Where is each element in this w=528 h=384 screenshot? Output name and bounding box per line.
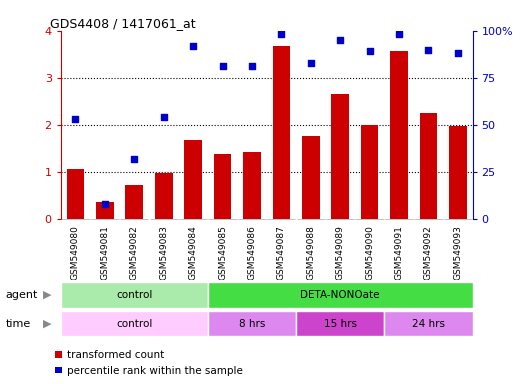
Text: transformed count: transformed count: [67, 350, 164, 360]
Point: [130, 156, 138, 162]
Bar: [126, 185, 143, 219]
Bar: [208, 282, 473, 308]
Text: 8 hrs: 8 hrs: [239, 318, 265, 329]
Text: DETA-NONOate: DETA-NONOate: [300, 290, 380, 300]
Bar: [361, 125, 379, 219]
Bar: [420, 113, 437, 219]
Bar: [184, 140, 202, 219]
Text: GDS4408 / 1417061_at: GDS4408 / 1417061_at: [50, 17, 196, 30]
Bar: [272, 46, 290, 219]
Bar: [96, 202, 114, 219]
Point: [218, 63, 227, 70]
Point: [395, 31, 403, 38]
Text: ▶: ▶: [43, 290, 52, 300]
Bar: [214, 154, 231, 219]
Text: control: control: [116, 290, 153, 300]
Point: [424, 46, 432, 53]
Bar: [243, 152, 261, 219]
Bar: [208, 311, 296, 336]
Point: [189, 43, 197, 49]
Bar: [449, 126, 467, 219]
Bar: [302, 136, 319, 219]
Bar: [155, 173, 173, 219]
Bar: [390, 51, 408, 219]
Bar: [67, 169, 84, 219]
Text: 15 hrs: 15 hrs: [324, 318, 357, 329]
Bar: [384, 311, 473, 336]
Point: [248, 63, 256, 70]
Text: 24 hrs: 24 hrs: [412, 318, 445, 329]
Bar: [332, 94, 349, 219]
Point: [277, 31, 286, 38]
Bar: [296, 311, 384, 336]
Point: [454, 50, 462, 56]
Point: [307, 60, 315, 66]
Point: [159, 114, 168, 120]
Text: time: time: [5, 318, 31, 329]
Point: [71, 116, 80, 122]
Text: control: control: [116, 318, 153, 329]
Bar: [61, 311, 208, 336]
Text: ▶: ▶: [43, 318, 52, 329]
Point: [101, 201, 109, 207]
Point: [336, 37, 344, 43]
Bar: [61, 282, 208, 308]
Point: [365, 48, 374, 55]
Text: percentile rank within the sample: percentile rank within the sample: [67, 366, 243, 376]
Text: agent: agent: [5, 290, 37, 300]
